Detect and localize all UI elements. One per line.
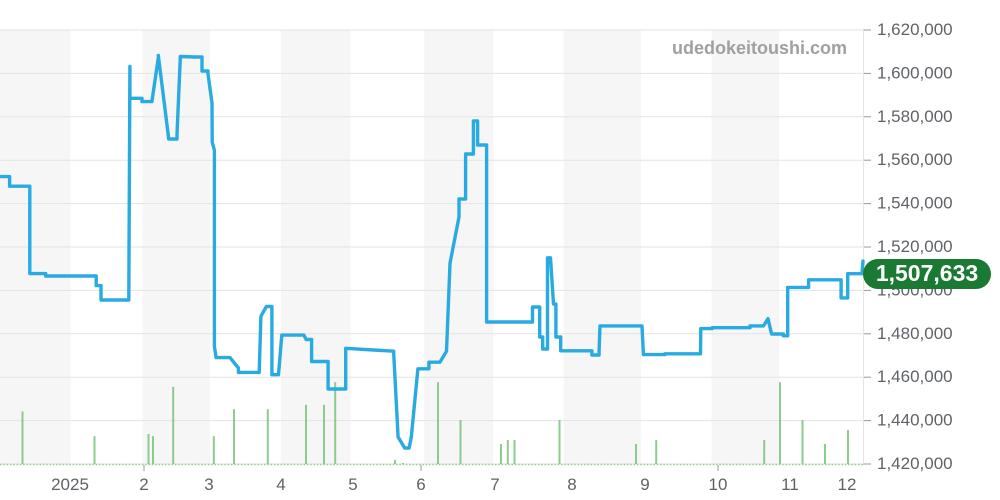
svg-text:10: 10 <box>709 475 728 494</box>
svg-text:9: 9 <box>640 475 649 494</box>
svg-text:7: 7 <box>490 475 499 494</box>
svg-text:2025: 2025 <box>51 475 89 494</box>
svg-text:1,420,000: 1,420,000 <box>877 454 953 473</box>
svg-text:1,460,000: 1,460,000 <box>877 367 953 386</box>
svg-text:8: 8 <box>567 475 576 494</box>
svg-text:3: 3 <box>204 475 213 494</box>
svg-text:1,600,000: 1,600,000 <box>877 63 953 82</box>
svg-text:1,507,633: 1,507,633 <box>876 260 978 286</box>
svg-text:2: 2 <box>139 475 148 494</box>
svg-text:1,480,000: 1,480,000 <box>877 324 953 343</box>
svg-text:4: 4 <box>276 475 285 494</box>
svg-text:5: 5 <box>348 475 357 494</box>
svg-text:1,620,000: 1,620,000 <box>877 20 953 39</box>
svg-text:11: 11 <box>781 475 799 494</box>
svg-text:1,440,000: 1,440,000 <box>877 411 953 430</box>
svg-text:1,520,000: 1,520,000 <box>877 237 953 256</box>
svg-text:12: 12 <box>838 475 857 494</box>
svg-text:1,540,000: 1,540,000 <box>877 194 953 213</box>
svg-text:udedokeitoushi.com: udedokeitoushi.com <box>672 38 847 58</box>
svg-text:1,560,000: 1,560,000 <box>877 150 953 169</box>
svg-text:1,580,000: 1,580,000 <box>877 107 953 126</box>
svg-text:6: 6 <box>416 475 425 494</box>
